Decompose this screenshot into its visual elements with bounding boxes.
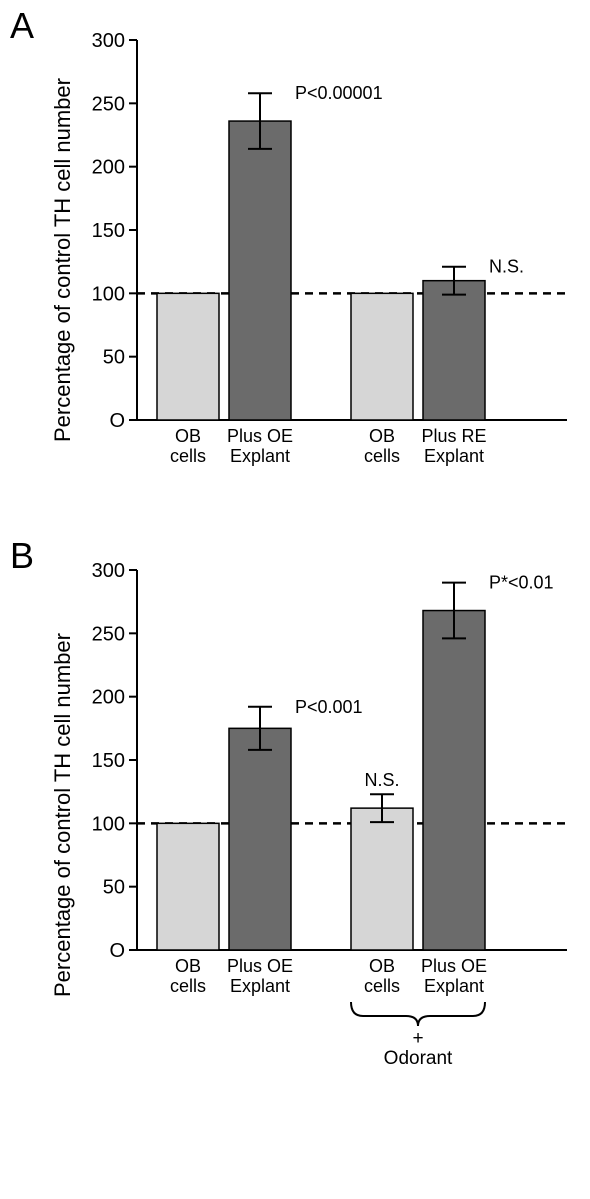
x-category-label: Explant [230,446,290,466]
bar [157,293,219,420]
y-tick-label: 100 [92,283,125,305]
panel-A: APercentage of control TH cell numberO50… [10,10,580,510]
y-tick-label: 200 [92,687,125,709]
x-category-label: Plus OE [421,956,487,976]
odorant-label: Odorant [384,1048,453,1069]
x-category-label: OB [175,956,201,976]
x-category-label: Explant [230,976,290,996]
panel-B: BPercentage of control TH cell numberO50… [10,540,580,1090]
bar [423,281,485,420]
x-category-label: Plus RE [421,426,486,446]
bar [229,121,291,420]
x-category-label: Plus OE [227,426,293,446]
x-category-label: cells [364,446,400,466]
y-tick-label: 150 [92,220,125,242]
chart-B: O50100150200250300OBcellsP<0.001Plus OEE… [82,540,567,1090]
y-tick-label: 50 [103,877,125,899]
y-tick-label: 200 [92,157,125,179]
chart-A: O50100150200250300OBcellsP<0.00001Plus O… [82,10,567,510]
y-tick-label: O [109,410,125,432]
y-axis-label: Percentage of control TH cell number [50,78,76,442]
x-category-label: Plus OE [227,956,293,976]
panel-label-A: A [10,5,34,47]
odorant-plus: + [412,1028,423,1049]
x-category-label: Explant [424,446,484,466]
stat-annotation: P*<0.01 [489,573,554,593]
y-tick-label: 150 [92,750,125,772]
y-tick-label: 250 [92,623,125,645]
stat-annotation: P<0.00001 [295,83,383,103]
y-tick-label: 50 [103,347,125,369]
odorant-bracket [351,1002,485,1026]
y-tick-label: 300 [92,560,125,582]
stat-annotation: N.S. [489,257,524,277]
y-tick-label: 300 [92,30,125,52]
y-tick-label: O [109,940,125,962]
x-category-label: cells [170,976,206,996]
y-axis-label: Percentage of control TH cell number [50,633,76,997]
panel-label-B: B [10,535,34,577]
stat-annotation: P<0.001 [295,697,363,717]
y-tick-label: 100 [92,813,125,835]
y-tick-label: 250 [92,93,125,115]
x-category-label: cells [170,446,206,466]
bar [423,611,485,950]
x-category-label: Explant [424,976,484,996]
x-category-label: OB [369,956,395,976]
bar [351,808,413,950]
bar [229,728,291,950]
bar [157,823,219,950]
stat-annotation: N.S. [364,770,399,790]
x-category-label: OB [175,426,201,446]
bar [351,293,413,420]
x-category-label: cells [364,976,400,996]
x-category-label: OB [369,426,395,446]
